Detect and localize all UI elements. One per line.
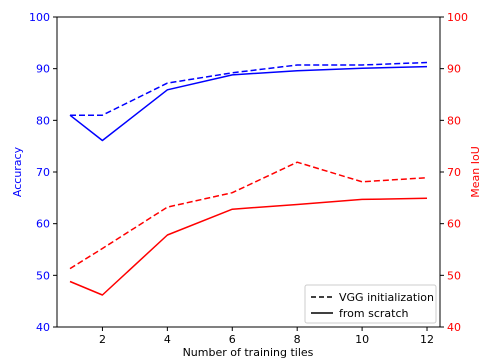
right-y-tick-label: 40 (447, 321, 461, 334)
x-tick-label: 12 (420, 333, 434, 346)
right-y-tick-label: 80 (447, 114, 461, 127)
legend-label-vgg: VGG initialization (339, 291, 434, 304)
legend-label-scratch: from scratch (339, 307, 408, 320)
x-axis-label: Number of training tiles (183, 346, 314, 358)
x-tick-label: 8 (294, 333, 301, 346)
legend-box (304, 284, 437, 324)
accuracy-scratch-line (69, 65, 428, 142)
accuracy-vgg-line (70, 61, 428, 116)
left-y-tick-label: 60 (36, 218, 50, 231)
plot-area (56, 16, 441, 328)
right-y-axis-label: Mean IoU (469, 146, 482, 198)
x-tick-label: 10 (355, 333, 369, 346)
right-y-tick-label: 70 (447, 166, 461, 179)
right-y-tick-label: 50 (447, 269, 461, 282)
x-axis: 2 4 6 8 10 12 (99, 327, 434, 346)
x-tick-label: 6 (229, 333, 236, 346)
right-y-tick-label: 90 (447, 63, 461, 76)
right-y-tick-label: 100 (447, 11, 468, 24)
left-y-tick-label: 40 (36, 321, 50, 334)
left-y-axis: 40 50 60 70 80 90 100 (29, 11, 57, 334)
series-layer (69, 61, 428, 296)
left-y-axis-label: Accuracy (11, 146, 24, 197)
right-y-tick-label: 60 (447, 218, 461, 231)
right-y-axis: 40 50 60 70 80 90 100 (440, 11, 468, 334)
x-tick-label: 2 (99, 333, 106, 346)
left-y-tick-label: 50 (36, 269, 50, 282)
mean-iou-vgg-line (69, 161, 428, 270)
left-y-tick-label: 100 (29, 11, 50, 24)
x-tick-label: 4 (164, 333, 171, 346)
legend: VGG initialization from scratch (304, 284, 437, 324)
left-y-tick-label: 70 (36, 166, 50, 179)
left-y-tick-label: 80 (36, 114, 50, 127)
left-y-tick-label: 90 (36, 63, 50, 76)
mean-iou-scratch-line (69, 197, 428, 296)
